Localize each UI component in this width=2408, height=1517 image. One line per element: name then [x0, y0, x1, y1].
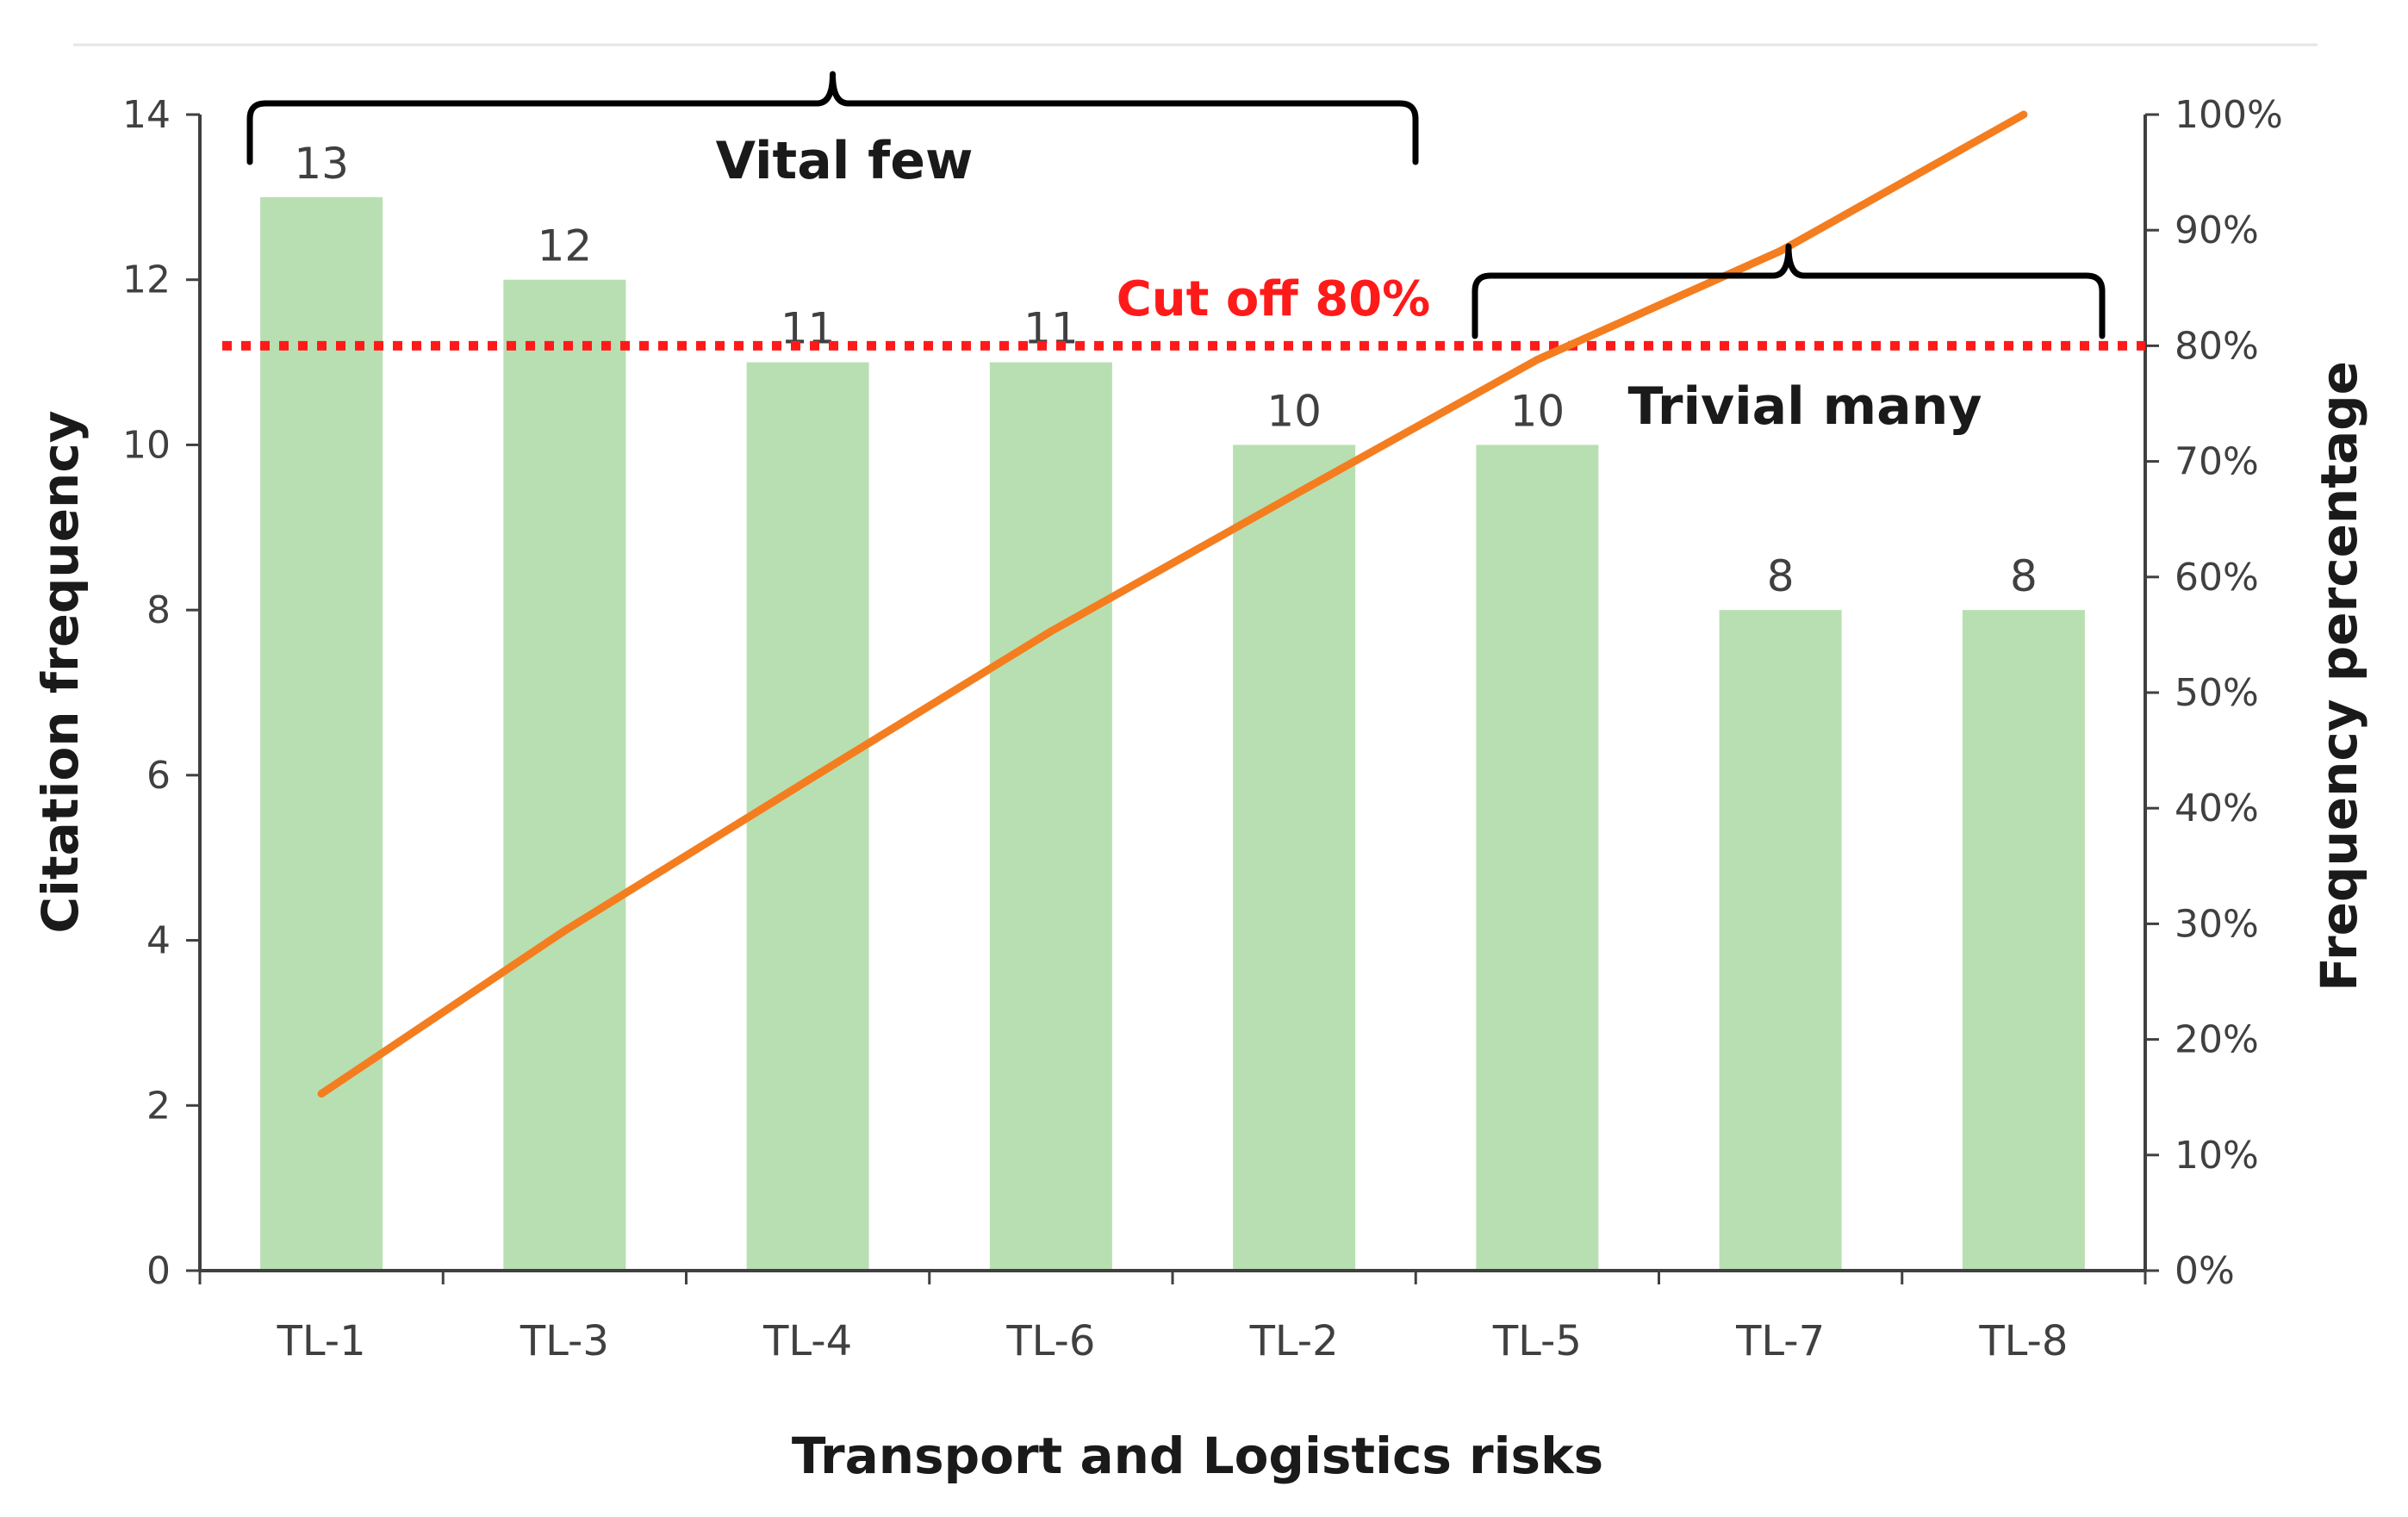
bar-tl-3 — [503, 279, 626, 1271]
y2-tick-label: 90% — [2175, 208, 2259, 252]
y-tick-label: 10 — [122, 423, 171, 467]
x-tick-label-tl-7: TL-7 — [1735, 1317, 1825, 1365]
bar-tl-2 — [1233, 445, 1356, 1271]
y2-tick-label: 30% — [2175, 902, 2259, 946]
y-tick-label: 4 — [146, 919, 171, 963]
y2-tick-label: 10% — [2175, 1134, 2259, 1178]
vital-few-label: Vital few — [716, 131, 974, 191]
bar-tl-8 — [1962, 610, 2085, 1271]
x-tick-label-tl-8: TL-8 — [1978, 1317, 2068, 1365]
x-tick-label-tl-1: TL-1 — [277, 1317, 366, 1365]
bar-label-tl-5: 10 — [1510, 386, 1565, 436]
brace-annotations — [246, 71, 2106, 339]
y-axis-title: Citation frequency — [31, 410, 90, 933]
bar-tl-6 — [989, 362, 1112, 1271]
bar-tl-5 — [1476, 445, 1599, 1271]
y2-tick-label: 70% — [2175, 440, 2259, 484]
y2-tick-label: 50% — [2175, 671, 2259, 715]
bar-label-tl-7: 8 — [1767, 551, 1795, 601]
axes: 0 2 4 6 8 10 12 14 0% 10% 20% 30% 40% 50% 60% 70% 80% 90%… — [122, 93, 2283, 1365]
bar-label-tl-8: 8 — [2010, 551, 2038, 601]
y2-tick-label: 100% — [2175, 93, 2283, 137]
vital-few-brace — [246, 71, 1419, 165]
y2-tick-label: 80% — [2175, 324, 2259, 368]
bar-label-tl-6: 11 — [1024, 304, 1079, 354]
bar-tl-4 — [746, 362, 869, 1271]
x-tick-label-tl-4: TL-4 — [762, 1317, 852, 1365]
bar-label-tl-1: 13 — [294, 139, 349, 189]
x-tick-label-tl-6: TL-6 — [1005, 1317, 1095, 1365]
x-tick-label-tl-2: TL-2 — [1249, 1317, 1339, 1365]
y-tick-label: 2 — [146, 1084, 171, 1128]
bar-series — [260, 196, 2085, 1271]
y2-tick-label: 60% — [2175, 556, 2259, 600]
trivial-many-brace — [1472, 243, 2106, 339]
y-tick-label: 6 — [146, 754, 171, 798]
bar-label-tl-3: 12 — [538, 221, 593, 271]
y2-tick-label: 40% — [2175, 786, 2259, 830]
bar-label-tl-2: 10 — [1266, 386, 1322, 436]
bar-tl-1 — [260, 196, 383, 1271]
y-tick-label: 12 — [122, 258, 171, 302]
x-axis-title: Transport and Logistics risks — [792, 1427, 1603, 1485]
cutoff-label: Cut off 80% — [1117, 271, 1431, 327]
x-tick-label-tl-3: TL-3 — [520, 1317, 609, 1365]
y-tick-label: 14 — [122, 93, 171, 137]
bar-data-labels: 13 12 11 11 10 10 8 8 — [294, 139, 2037, 601]
cumulative-line — [317, 110, 2028, 1098]
y2-axis-title: Frequency percentage — [2310, 361, 2368, 992]
y-tick-label: 8 — [146, 588, 171, 632]
bar-label-tl-4: 11 — [781, 304, 836, 354]
y2-tick-label: 0% — [2175, 1249, 2235, 1293]
trivial-many-label: Trivial many — [1628, 376, 1982, 437]
x-tick-label-tl-5: TL-5 — [1492, 1317, 1582, 1365]
cumulative-line-group — [317, 110, 2028, 1098]
y-tick-label: 0 — [146, 1249, 171, 1293]
bar-tl-7 — [1719, 610, 1842, 1271]
y2-tick-label: 20% — [2175, 1018, 2259, 1062]
